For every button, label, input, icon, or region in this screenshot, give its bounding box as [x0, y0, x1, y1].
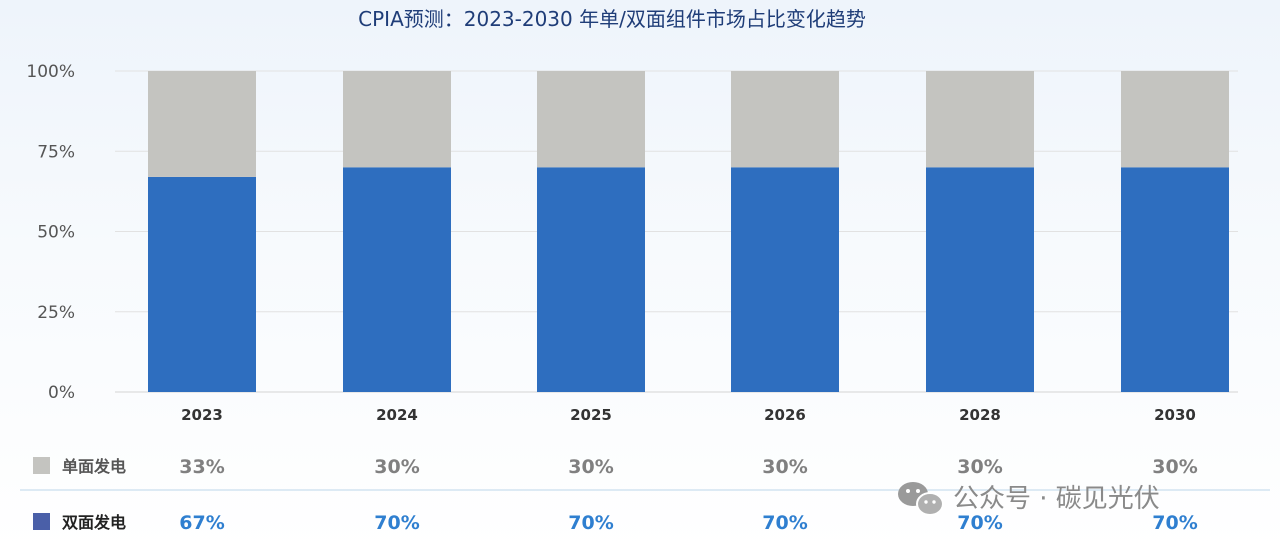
chart-title: CPIA预测：2023-2030 年单/双面组件市场占比变化趋势: [358, 7, 866, 31]
legend-label: 双面发电: [62, 513, 126, 532]
y-tick-label: 75%: [37, 142, 75, 162]
bar-segment: [926, 167, 1034, 392]
bar-segment: [537, 71, 645, 168]
data-label: 70%: [957, 512, 1002, 534]
bar-segment: [343, 71, 451, 168]
data-label: 67%: [179, 512, 224, 534]
data-label: 30%: [1152, 456, 1197, 478]
gridlines: [115, 70, 1238, 393]
data-label: 70%: [1152, 512, 1197, 534]
bar-segment: [731, 167, 839, 392]
y-tick-label: 0%: [48, 383, 75, 403]
legend-swatch: [33, 457, 50, 474]
bar-segment: [148, 176, 256, 392]
bar-segment: [926, 71, 1034, 168]
x-tick-label: 2026: [764, 406, 806, 424]
data-label: 30%: [762, 456, 807, 478]
legend-label: 单面发电: [62, 457, 126, 476]
watermark: 公众号 · 碳见光伏: [898, 482, 1160, 516]
x-tick-label: 2023: [181, 406, 223, 424]
x-tick-label: 2030: [1154, 406, 1196, 424]
data-label: 70%: [568, 512, 613, 534]
bar-segment: [1121, 71, 1229, 168]
data-label: 30%: [957, 456, 1002, 478]
legend-swatch: [33, 513, 50, 530]
y-tick-label: 50%: [37, 223, 75, 243]
y-tick-label: 25%: [37, 303, 75, 323]
bar-segment: [731, 71, 839, 168]
x-axis-ticks: 2023 2024 2025 2026 2028 2030: [181, 406, 1196, 424]
data-label: 70%: [762, 512, 807, 534]
data-label: 33%: [179, 456, 224, 478]
wechat-icon: [898, 482, 944, 516]
x-tick-label: 2024: [376, 406, 418, 424]
y-tick-label: 100%: [26, 62, 75, 82]
bar-segment: [343, 167, 451, 392]
x-tick-label: 2025: [570, 406, 612, 424]
data-label: 70%: [374, 512, 419, 534]
bar-segment: [148, 71, 256, 177]
bar-segment: [537, 167, 645, 392]
watermark-text: 公众号 · 碳见光伏: [953, 484, 1160, 514]
y-axis-ticks: 0% 25% 50% 75% 100%: [26, 62, 75, 403]
bars: [148, 71, 1229, 392]
data-label: 30%: [374, 456, 419, 478]
data-label: 30%: [568, 456, 613, 478]
legend-table: 单面发电 33% 30% 30% 30% 30% 30% 双面发电 67% 70% 70% 70% 70…: [33, 456, 1198, 534]
x-tick-label: 2028: [959, 406, 1001, 424]
bar-segment: [1121, 167, 1229, 392]
